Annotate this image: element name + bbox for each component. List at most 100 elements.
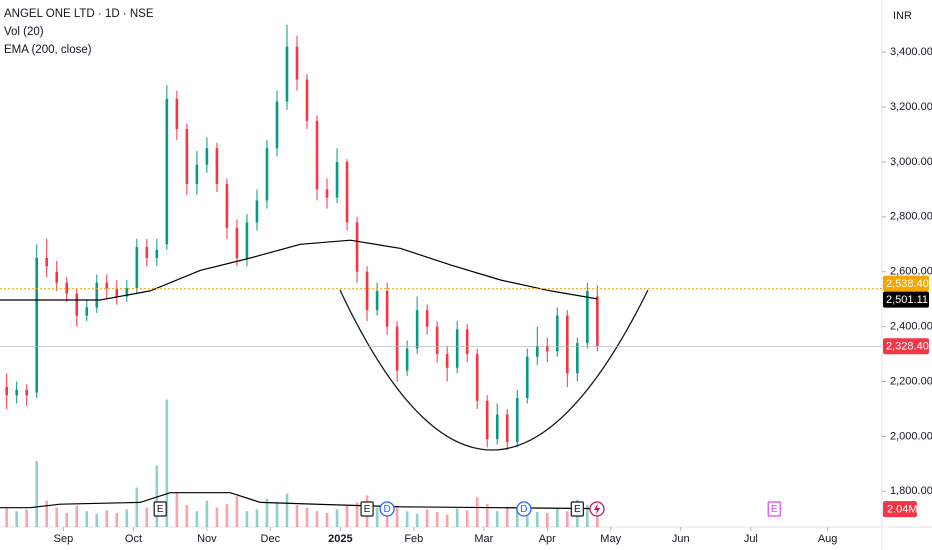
price-label-box [883, 291, 929, 308]
event-marker [516, 501, 532, 517]
price-layer [0, 24, 599, 451]
volume-bar [596, 509, 599, 527]
candle-body [576, 343, 579, 374]
legend-title: ANGEL ONE LTD · 1D · NSE [4, 8, 154, 20]
flash-icon [589, 501, 605, 517]
candle-body [205, 148, 209, 165]
x-tick-label: Feb [404, 533, 423, 545]
x-tick-label: Sep [54, 533, 74, 545]
y-tick-label: 3,400.00 [890, 46, 932, 58]
candle-body [285, 46, 289, 102]
volume-label-box [883, 501, 917, 518]
volume-bar [135, 487, 139, 527]
candle-body [175, 98, 179, 130]
y-tick-label: 2,600.00 [890, 266, 932, 278]
price-label: 2,328.40 [886, 341, 929, 353]
event-label: E [771, 504, 778, 515]
event-marker [360, 501, 374, 517]
candle-body [435, 326, 439, 355]
candle-body [55, 271, 59, 283]
candle-body [515, 397, 519, 442]
volume-bar [165, 399, 169, 527]
candle-body [375, 290, 379, 311]
x-tick-label: Aug [818, 533, 838, 545]
y-tick-label: 2,400.00 [890, 321, 932, 333]
price-label: 2,538.40 [886, 278, 929, 290]
volume-bar [85, 511, 89, 527]
volume-bar [315, 511, 319, 527]
volume-label: 2.04M [887, 503, 918, 515]
candle-body [305, 79, 309, 121]
candle-body [355, 222, 359, 272]
event-label: E [574, 504, 581, 515]
volume-bar [555, 507, 559, 527]
legend-volume: Vol (20) [4, 26, 44, 38]
volume-bar [495, 511, 499, 527]
volume-bar [155, 465, 159, 527]
volume-bar [185, 505, 189, 527]
candle-body [495, 414, 499, 440]
volume-bar [485, 504, 489, 527]
candle-body [95, 282, 99, 308]
candle-body [586, 290, 589, 344]
candle-body [85, 307, 89, 316]
candle-body [155, 249, 159, 259]
candle-body [215, 148, 219, 184]
candle-body [265, 148, 269, 201]
volume-bar [195, 511, 199, 527]
candle-body [5, 387, 8, 396]
candle-body [245, 222, 249, 259]
event-marker [767, 501, 781, 517]
event-label: D [520, 504, 527, 515]
price-label-box [883, 275, 929, 292]
event-label: D [383, 504, 390, 515]
volume-bar [265, 498, 269, 527]
volume-bar [105, 510, 109, 527]
candle-body [135, 247, 139, 289]
candle-body [185, 129, 189, 184]
candle-body [385, 290, 389, 327]
y-tick-label: 2,200.00 [890, 375, 932, 387]
volume-bar [5, 508, 8, 527]
candle-body [315, 120, 319, 190]
y-tick-label: 3,000.00 [890, 156, 932, 168]
candle-body [405, 348, 409, 371]
y-tick-label: 2,000.00 [890, 430, 932, 442]
volume-bar [405, 511, 409, 527]
volume-bar [25, 509, 28, 527]
y-tick-label: 2,800.00 [890, 211, 932, 223]
candle-body [275, 101, 279, 149]
volume-bar [225, 504, 229, 527]
currency: INR [893, 10, 912, 22]
volume-bar [475, 497, 479, 527]
volume-bar [285, 493, 289, 527]
volume-bar [65, 512, 69, 527]
price-label-box [883, 338, 929, 355]
volume-bar [505, 506, 509, 527]
candle-body [445, 354, 449, 368]
candle-body [415, 310, 419, 349]
candle-body [25, 389, 28, 396]
volume-bar [525, 510, 529, 527]
volume-bar [45, 500, 49, 527]
ema-line [0, 239, 598, 301]
volume-bar [235, 496, 239, 527]
event-marker [379, 501, 395, 517]
volume-bar [15, 511, 18, 527]
candle-body [555, 315, 559, 352]
candle-body [525, 356, 529, 398]
volume-bar [545, 512, 549, 527]
candle-body [165, 98, 169, 245]
x-tick-label: May [600, 533, 621, 545]
volume-bar [566, 511, 569, 527]
volume-bar [586, 505, 589, 527]
candle-body [545, 345, 549, 352]
volume-bar [455, 508, 459, 527]
volume-bar [175, 491, 179, 527]
candle-body [365, 271, 369, 311]
volume-bar [395, 505, 399, 527]
volume-bar [115, 512, 119, 527]
x-tick-label: 2025 [328, 533, 352, 545]
volume-bar [355, 502, 359, 527]
